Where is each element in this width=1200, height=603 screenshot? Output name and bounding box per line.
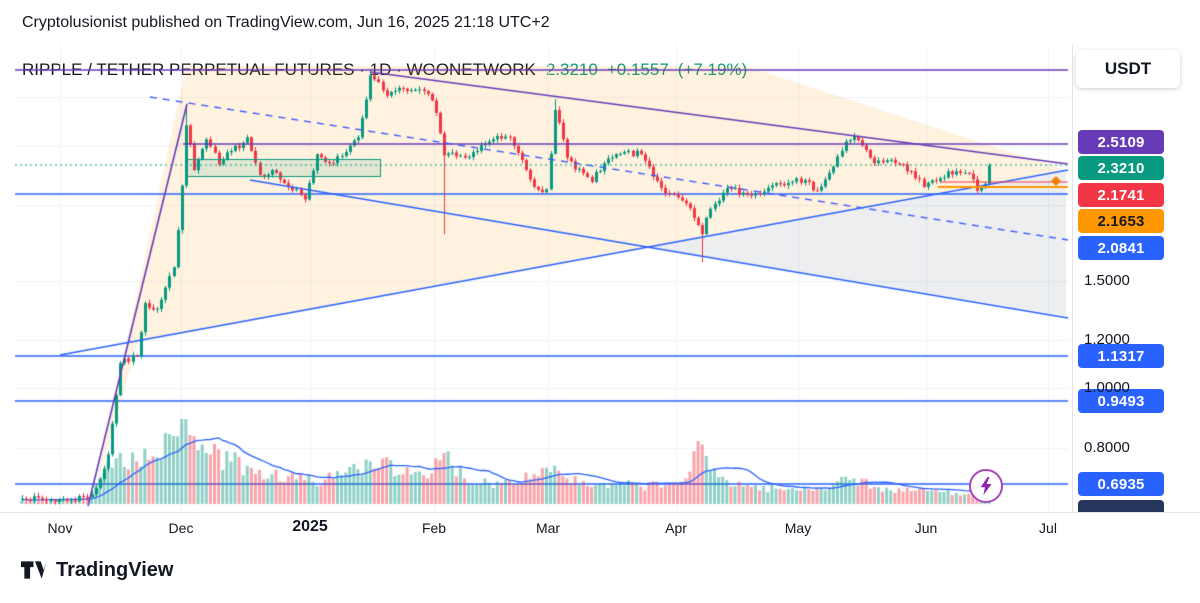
clipped-price-badge <box>1078 500 1164 512</box>
boost-button[interactable] <box>969 469 1003 503</box>
axis-time-label: 2025 <box>292 518 328 535</box>
price-badge: 0.9493 <box>1078 389 1164 413</box>
axis-time-label: Dec <box>168 520 194 536</box>
lightning-icon <box>979 477 993 495</box>
axis-time-label: Feb <box>421 520 447 536</box>
price-badge: 0.6935 <box>1078 472 1164 496</box>
axis-price-label: 1.5000 <box>1084 272 1130 289</box>
price-badge: 2.0841 <box>1078 236 1164 260</box>
axis-time-label: Mar <box>535 520 561 536</box>
axis-time-label: Apr <box>665 520 687 536</box>
axis-time-label: May <box>784 520 812 536</box>
axis-price-label: 1.0000 <box>1084 379 1130 397</box>
tradingview-logo-icon <box>20 558 47 582</box>
price-badge: 2.5109 <box>1078 130 1164 154</box>
axis-price-label: 1.2000 <box>1084 331 1130 349</box>
price-chart-canvas[interactable] <box>0 0 1200 540</box>
axis-time-label: Jun <box>914 520 938 536</box>
price-badge: 2.3210 <box>1078 156 1164 180</box>
price-badge: 1.1317 <box>1078 344 1164 368</box>
axis-time-label: Nov <box>47 520 73 536</box>
time-scale[interactable]: Nov Dec 2025 Feb Mar Apr May Jun Jul <box>0 512 1200 544</box>
price-badge: 2.1741 <box>1078 183 1164 207</box>
footer-brand-text: TradingView <box>56 558 174 581</box>
axis-price-label: 0.8000 <box>1084 438 1130 456</box>
currency-toggle-button[interactable]: USDT <box>1076 50 1180 88</box>
price-badge: 2.1653 <box>1078 209 1164 233</box>
price-scale[interactable]: 2.5109 2.3210 2.1741 2.1653 2.0841 1.1317 0.94… <box>1072 45 1200 512</box>
axis-time-label: Jul <box>1039 520 1057 536</box>
tradingview-footer-link[interactable]: TradingView <box>20 558 173 582</box>
